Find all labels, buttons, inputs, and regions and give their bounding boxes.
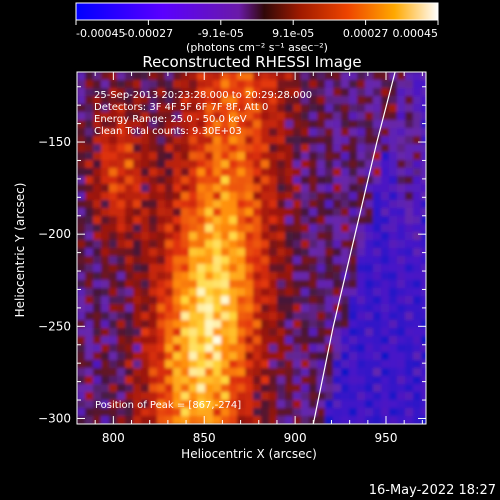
plot-frame [76, 71, 427, 425]
x-tick-label: 950 [375, 431, 398, 445]
x-tick-label: 900 [284, 431, 307, 445]
x-tick-label: 800 [102, 431, 125, 445]
annotation-line: Clean Total counts: 9.30E+03 [94, 126, 242, 137]
solar-limb-curve [312, 72, 396, 424]
colorbar-gradient [75, 2, 439, 21]
heatmap-image [77, 72, 426, 424]
colorbar-ticks: -0.00045-0.00027 -9.1e-05 9.1e-05 0.00027 0.… [75, 20, 439, 40]
x-tick-label: 850 [193, 431, 216, 445]
colorbar-tick-label: 0.00027 [343, 27, 389, 40]
colorbar-tick-label: -0.00045 [76, 27, 125, 40]
annotation-line: Energy Range: 25.0 - 50.0 keV [94, 114, 247, 125]
x-axis: 800 850 900 950 [76, 72, 423, 445]
colorbar: -0.00045-0.00027 -9.1e-05 9.1e-05 0.00027 0.… [75, 2, 439, 54]
y-tick-label: −200 [38, 227, 71, 241]
colorbar-tick-label: -9.1e-05 [198, 27, 244, 40]
y-axis: −150 −200 −250 −300 [38, 86, 426, 425]
observation-annotations: 25-Sep-2013 20:23:28.000 to 20:29:28.000… [94, 90, 312, 137]
peak-position-label: Position of Peak = [867,-274] [95, 400, 241, 411]
y-tick-label: −150 [38, 135, 71, 149]
colorbar-tick-label: -0.00027 [124, 27, 173, 40]
colorbar-tick-label: 9.1e-05 [272, 27, 314, 40]
annotation-line: 25-Sep-2013 20:23:28.000 to 20:29:28.000 [94, 90, 312, 101]
x-axis-label: Heliocentric X (arcsec) [181, 447, 317, 461]
colorbar-tick-label: 0.00045 [393, 27, 439, 40]
footer-date: 16-May-2022 18:27 [369, 483, 496, 498]
y-tick-label: −300 [38, 411, 71, 425]
colorbar-units: (photons cm⁻² s⁻¹ asec⁻²) [186, 41, 328, 54]
y-tick-label: −250 [38, 319, 71, 333]
y-axis-label: Heliocentric Y (arcsec) [13, 183, 27, 318]
annotation-line: Detectors: 3F 4F 5F 6F 7F 8F, Att 0 [94, 102, 268, 113]
chart-title: Reconstructed RHESSI Image [142, 53, 361, 71]
